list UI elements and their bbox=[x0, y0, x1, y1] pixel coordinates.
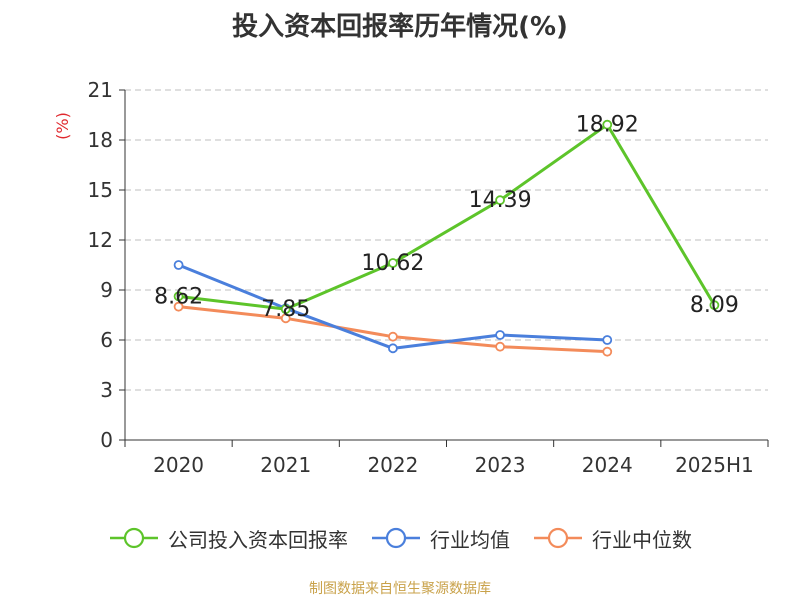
legend: 公司投入资本回报率 行业均值 行业中位数 bbox=[0, 520, 800, 556]
x-tick-label: 2021 bbox=[260, 453, 311, 477]
chart-title: 投入资本回报率历年情况(%) bbox=[232, 12, 568, 42]
legend-line-marker-icon bbox=[534, 527, 582, 549]
data-label: 7.85 bbox=[261, 297, 310, 322]
series-lines bbox=[173, 119, 720, 357]
y-tick-label: 21 bbox=[88, 78, 113, 102]
legend-item-1[interactable]: 行业均值 bbox=[370, 524, 510, 553]
y-tick-label: 3 bbox=[100, 378, 113, 402]
data-label: 18.92 bbox=[576, 113, 639, 138]
series-1-point bbox=[602, 335, 613, 345]
series-1-point bbox=[388, 343, 398, 354]
y-tick-label: 9 bbox=[100, 278, 113, 302]
x-tick-label: 2023 bbox=[475, 453, 526, 477]
legend-label: 行业均值 bbox=[430, 527, 510, 552]
series-2-point bbox=[280, 313, 291, 324]
axes: 0 3 6 9 12 15 18 21 2020 2021 2022 2023 2024 2025H1 (%… bbox=[53, 78, 769, 477]
series-2-point bbox=[388, 331, 398, 342]
series-2-point bbox=[495, 341, 505, 352]
series-0-point bbox=[388, 258, 398, 268]
x-tick-label: 2024 bbox=[582, 453, 633, 477]
x-tick-label: 2022 bbox=[367, 453, 418, 477]
source-note: 制图数据来自恒生聚源数据库 bbox=[309, 581, 491, 597]
legend-label: 行业中位数 bbox=[592, 527, 692, 552]
grid-lines bbox=[125, 89, 768, 391]
legend-line-marker-icon bbox=[372, 527, 420, 549]
x-tick-label: 2025H1 bbox=[675, 453, 754, 477]
series-2-point bbox=[602, 346, 613, 357]
series-1-point bbox=[173, 260, 184, 270]
y-tick-label: 6 bbox=[100, 328, 113, 352]
data-labels: 8.62 7.85 10.62 14.39 18.92 8.09 bbox=[154, 113, 739, 322]
y-axis-label: (%) bbox=[53, 112, 72, 140]
series-0-point bbox=[709, 300, 720, 311]
series-0-point bbox=[602, 119, 613, 130]
legend-item-2[interactable]: 行业中位数 bbox=[532, 524, 692, 553]
data-label: 14.39 bbox=[469, 188, 532, 213]
series-1-point bbox=[495, 330, 505, 340]
data-label: 8.62 bbox=[154, 284, 203, 309]
series-2-point bbox=[173, 301, 184, 312]
series-0-point bbox=[280, 304, 291, 315]
y-tick-label: 18 bbox=[88, 128, 113, 152]
y-tick-label: 15 bbox=[88, 178, 113, 202]
y-tick-label: 12 bbox=[88, 228, 113, 252]
series-0-point bbox=[173, 291, 184, 302]
series-0-point bbox=[495, 195, 505, 206]
data-label: 8.09 bbox=[690, 293, 739, 318]
y-tick-label: 0 bbox=[100, 428, 113, 452]
data-label: 10.62 bbox=[361, 251, 424, 276]
series-line-0 bbox=[178, 123, 716, 311]
x-tick-label: 2020 bbox=[153, 453, 204, 477]
legend-label: 公司投入资本回报率 bbox=[168, 527, 348, 552]
legend-line-marker-icon bbox=[110, 527, 158, 549]
legend-item-0[interactable]: 公司投入资本回报率 bbox=[108, 524, 348, 553]
